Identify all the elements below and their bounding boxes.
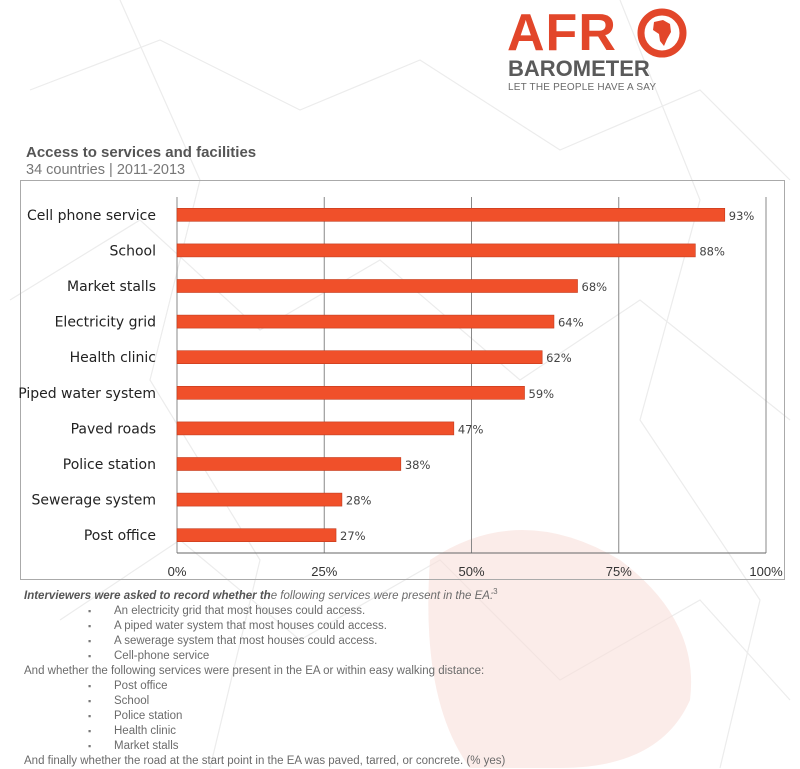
value-label: 64%: [558, 316, 584, 330]
list-item: An electricity grid that most houses cou…: [24, 604, 794, 619]
bar: [176, 385, 525, 400]
category-label: Post office: [84, 528, 156, 544]
x-tick-label: 50%: [458, 564, 484, 579]
bar: [176, 208, 726, 222]
bar: [176, 492, 343, 507]
notes-closing: And finally whether the road at the star…: [24, 754, 506, 767]
chart-frame: [20, 180, 785, 580]
logo-wordmark-barometer: BAROMETER: [508, 56, 650, 81]
logo-tagline: LET THE PEOPLE HAVE A SAY: [508, 82, 657, 93]
category-label: Sewerage system: [32, 493, 156, 509]
value-label: 38%: [405, 458, 431, 472]
list-item: A sewerage system that most houses could…: [24, 634, 794, 649]
x-tick-label: 100%: [749, 564, 783, 579]
value-label: 59%: [529, 387, 555, 401]
bar: [176, 528, 337, 543]
value-label: 88%: [699, 244, 725, 258]
category-label: Piped water system: [18, 386, 156, 402]
x-tick-label: 25%: [311, 564, 337, 579]
list-item: Post office: [24, 679, 794, 694]
value-label: 93%: [729, 209, 755, 223]
value-label: 47%: [458, 422, 484, 436]
category-label: Electricity grid: [55, 315, 156, 331]
category-label: Cell phone service: [27, 208, 156, 224]
africa-globe-icon: [637, 8, 687, 58]
category-label: Police station: [63, 457, 156, 473]
x-tick-label: 75%: [606, 564, 632, 579]
bar: [176, 350, 543, 365]
logo-wordmark-afr: AFR: [507, 4, 617, 62]
value-label: 62%: [546, 351, 572, 365]
category-label: Health clinic: [70, 350, 156, 366]
bar: [176, 314, 555, 329]
notes-middle: And whether the following services were …: [24, 664, 485, 677]
afrobarometer-logo: AFR BAROMETER LET THE PEOPLE HAVE A SAY: [505, 4, 705, 96]
bar: [176, 243, 696, 258]
x-tick-label: 0%: [168, 564, 187, 579]
list-item: School: [24, 694, 794, 709]
bar: [176, 279, 578, 293]
category-label: School: [110, 243, 156, 259]
category-label: Paved roads: [71, 421, 156, 437]
value-label: 27%: [340, 529, 366, 543]
chart-subtitle: 34 countries | 2011-2013: [26, 162, 186, 178]
bar: [176, 421, 455, 436]
notes-intro: Interviewers were asked to record whethe…: [24, 587, 498, 602]
list-item: Health clinic: [24, 724, 794, 739]
services-list-ea: An electricity grid that most houses cou…: [24, 604, 794, 664]
value-label: 28%: [346, 494, 372, 508]
services-list-walking: Post office School Police station Health…: [24, 679, 794, 754]
list-item: Market stalls: [24, 739, 794, 754]
chart-title: Access to services and facilities: [26, 144, 257, 161]
list-item: Police station: [24, 709, 794, 724]
list-item: Cell-phone service: [24, 649, 794, 664]
category-label: Market stalls: [67, 279, 156, 295]
value-label: 68%: [582, 280, 608, 294]
bar: [176, 457, 402, 471]
methodology-notes: Interviewers were asked to record whethe…: [24, 584, 794, 769]
list-item: A piped water system that most houses co…: [24, 619, 794, 634]
